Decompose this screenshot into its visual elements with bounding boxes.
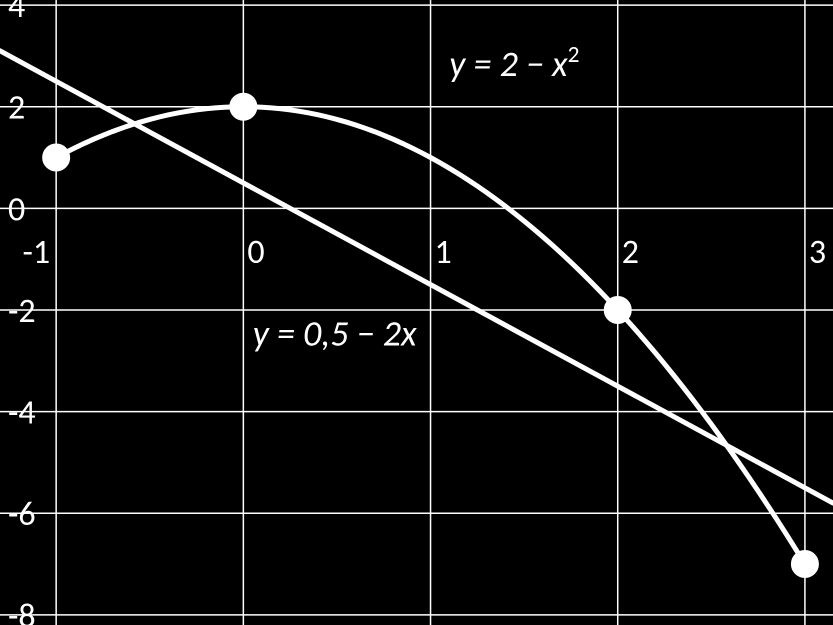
x-tick-labels: -1 0 1 2 3	[23, 232, 827, 273]
y-tick-label: -6	[8, 494, 36, 535]
label_line: y = 0,5 − 2x	[253, 312, 417, 356]
y-tick-label: 2	[8, 88, 25, 129]
y-tick-label: 0	[8, 189, 25, 230]
y-tick-label: -4	[8, 393, 36, 434]
data-point	[230, 94, 256, 120]
y-tick-labels: -8 -6 -4 -2 0 2 4	[8, 0, 36, 625]
data-point	[792, 551, 818, 577]
x-tick-label: 2	[622, 232, 639, 273]
y-tick-label: -2	[8, 291, 36, 332]
x-tick-label: -1	[23, 232, 51, 273]
chart-svg: -10123 -8-6-4-2024 y = 2 − x2y = 0,5 − 2…	[0, 0, 833, 625]
chart-area: { "chart": { "type": "line", "width_px":…	[0, 0, 833, 625]
label_parabola: y = 2 − x2	[449, 41, 579, 86]
data-point	[605, 297, 631, 323]
data-point	[43, 145, 69, 171]
x-tick-label: 3	[809, 232, 826, 273]
x-tick-label: 0	[247, 232, 264, 273]
x-tick-label: 1	[435, 232, 452, 273]
y-tick-label: -8	[8, 596, 36, 625]
plot-series	[0, 51, 833, 564]
annotations: y = 2 − x2 y = 0,5 − 2x	[253, 41, 580, 355]
y-tick-label: 4	[8, 0, 25, 27]
series-line	[0, 51, 833, 503]
